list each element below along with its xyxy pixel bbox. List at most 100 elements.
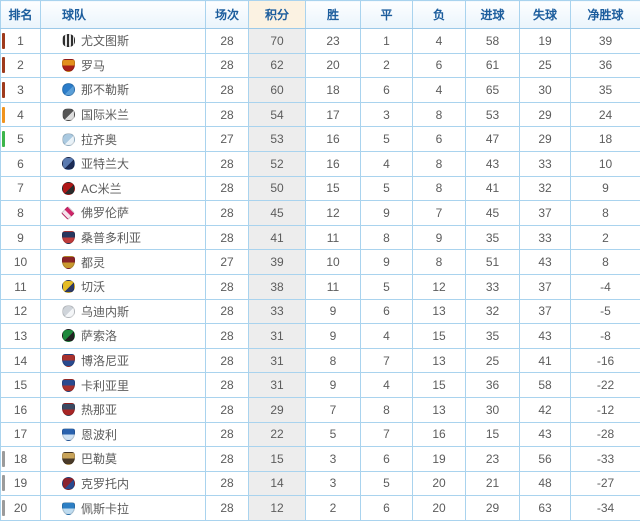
column-header-7: 负 bbox=[412, 0, 466, 29]
juventus-crest bbox=[62, 34, 75, 48]
table-row: 15 卡利亚里 28 31 9 4 15 36 58 -22 bbox=[0, 372, 640, 398]
wins-cell: 12 bbox=[305, 200, 361, 226]
goals-against-cell: 33 bbox=[519, 224, 571, 251]
table-row: 8 佛罗伦萨 28 45 12 9 7 45 37 8 bbox=[0, 200, 640, 226]
team-cell: 卡利亚里 bbox=[40, 372, 206, 398]
team-name: 尤文图斯 bbox=[81, 34, 130, 49]
goal-difference-cell: -34 bbox=[570, 495, 640, 521]
wins-cell: 9 bbox=[305, 323, 361, 349]
team-cell: 恩波利 bbox=[40, 421, 206, 448]
rank-number: 13 bbox=[13, 328, 28, 343]
losses-cell: 9 bbox=[412, 224, 466, 251]
points-cell: 39 bbox=[248, 249, 306, 275]
goals-against-cell: 37 bbox=[519, 298, 571, 325]
goal-difference-cell: 39 bbox=[570, 28, 640, 54]
wins-cell: 20 bbox=[305, 52, 361, 79]
standings-body: 1 尤文图斯 28 70 23 1 4 58 19 39 2 罗马 28 62 bbox=[0, 28, 640, 521]
team-cell: 国际米兰 bbox=[40, 101, 206, 128]
rank-number: 10 bbox=[13, 255, 28, 270]
matches-played-cell: 28 bbox=[205, 101, 249, 128]
goals-against-cell: 43 bbox=[519, 249, 571, 275]
table-header: 排名 球队 场次 积分胜平负进球 失球 净胜球 bbox=[0, 0, 640, 29]
matches-played-cell: 28 bbox=[205, 372, 249, 398]
losses-cell: 8 bbox=[412, 249, 466, 275]
goal-difference-cell: 10 bbox=[570, 150, 640, 177]
palermo-crest bbox=[62, 452, 75, 466]
team-name: 博洛尼亚 bbox=[81, 354, 130, 369]
matches-played-cell: 28 bbox=[205, 224, 249, 251]
team-name: 亚特兰大 bbox=[81, 157, 130, 172]
udinese-crest bbox=[62, 304, 75, 318]
goals-for-cell: 58 bbox=[465, 28, 520, 54]
points-cell: 15 bbox=[248, 446, 306, 472]
points-cell: 12 bbox=[248, 495, 306, 521]
team-cell: 都灵 bbox=[40, 249, 206, 275]
qualification-marker bbox=[2, 131, 5, 148]
losses-cell: 8 bbox=[412, 101, 466, 128]
rank-number: 19 bbox=[13, 476, 28, 491]
draws-cell: 1 bbox=[360, 28, 413, 54]
points-cell: 38 bbox=[248, 273, 306, 300]
rank-cell: 15 bbox=[0, 372, 41, 398]
goal-difference-cell: -28 bbox=[570, 421, 640, 448]
points-cell: 22 bbox=[248, 421, 306, 448]
team-name: 佛罗伦萨 bbox=[81, 206, 130, 221]
rank-number: 18 bbox=[13, 451, 28, 466]
goals-for-cell: 21 bbox=[465, 470, 520, 497]
goals-for-cell: 43 bbox=[465, 150, 520, 177]
goals-for-cell: 33 bbox=[465, 273, 520, 300]
wins-cell: 17 bbox=[305, 101, 361, 128]
matches-played-cell: 27 bbox=[205, 249, 249, 275]
goals-against-cell: 30 bbox=[519, 77, 571, 103]
points-cell: 70 bbox=[248, 28, 306, 54]
matches-played-cell: 28 bbox=[205, 200, 249, 226]
wins-cell: 5 bbox=[305, 421, 361, 448]
points-cell: 33 bbox=[248, 298, 306, 325]
goals-for-cell: 65 bbox=[465, 77, 520, 103]
team-cell: 切沃 bbox=[40, 273, 206, 300]
draws-cell: 3 bbox=[360, 101, 413, 128]
table-row: 2 罗马 28 62 20 2 6 61 25 36 bbox=[0, 52, 640, 79]
draws-cell: 6 bbox=[360, 77, 413, 103]
goals-for-cell: 29 bbox=[465, 495, 520, 521]
rank-number: 6 bbox=[17, 156, 24, 171]
crotone-crest bbox=[62, 476, 75, 490]
atalanta-crest bbox=[62, 157, 75, 171]
rank-number: 14 bbox=[13, 353, 28, 368]
draws-cell: 4 bbox=[360, 323, 413, 349]
team-name: 热那亚 bbox=[81, 403, 118, 418]
rank-cell: 14 bbox=[0, 347, 41, 374]
goals-against-cell: 19 bbox=[519, 28, 571, 54]
matches-played-cell: 27 bbox=[205, 126, 249, 152]
header-row: 排名 球队 场次 积分胜平负进球 失球 净胜球 bbox=[0, 0, 640, 29]
losses-cell: 16 bbox=[412, 421, 466, 448]
table-row: 11 切沃 28 38 11 5 12 33 37 -4 bbox=[0, 273, 640, 300]
losses-cell: 20 bbox=[412, 470, 466, 497]
matches-played-cell: 28 bbox=[205, 150, 249, 177]
chievo-crest bbox=[62, 280, 75, 294]
goals-against-cell: 29 bbox=[519, 126, 571, 152]
roma-crest bbox=[62, 58, 75, 72]
points-cell: 14 bbox=[248, 470, 306, 497]
rank-number: 3 bbox=[17, 82, 24, 97]
wins-cell: 8 bbox=[305, 347, 361, 374]
draws-cell: 6 bbox=[360, 298, 413, 325]
points-cell: 31 bbox=[248, 347, 306, 374]
draws-cell: 8 bbox=[360, 224, 413, 251]
matches-played-cell: 28 bbox=[205, 347, 249, 374]
rank-cell: 6 bbox=[0, 150, 41, 177]
draws-cell: 4 bbox=[360, 150, 413, 177]
team-name: 乌迪内斯 bbox=[81, 304, 130, 319]
matches-played-cell: 28 bbox=[205, 52, 249, 79]
matches-played-cell: 28 bbox=[205, 421, 249, 448]
team-cell: 博洛尼亚 bbox=[40, 347, 206, 374]
losses-cell: 13 bbox=[412, 298, 466, 325]
goal-difference-cell: -22 bbox=[570, 372, 640, 398]
rank-number: 20 bbox=[13, 501, 28, 516]
rank-cell: 13 bbox=[0, 323, 41, 349]
team-name: 卡利亚里 bbox=[81, 378, 130, 393]
draws-cell: 7 bbox=[360, 347, 413, 374]
matches-played-cell: 28 bbox=[205, 446, 249, 472]
losses-cell: 8 bbox=[412, 150, 466, 177]
rank-cell: 3 bbox=[0, 77, 41, 103]
